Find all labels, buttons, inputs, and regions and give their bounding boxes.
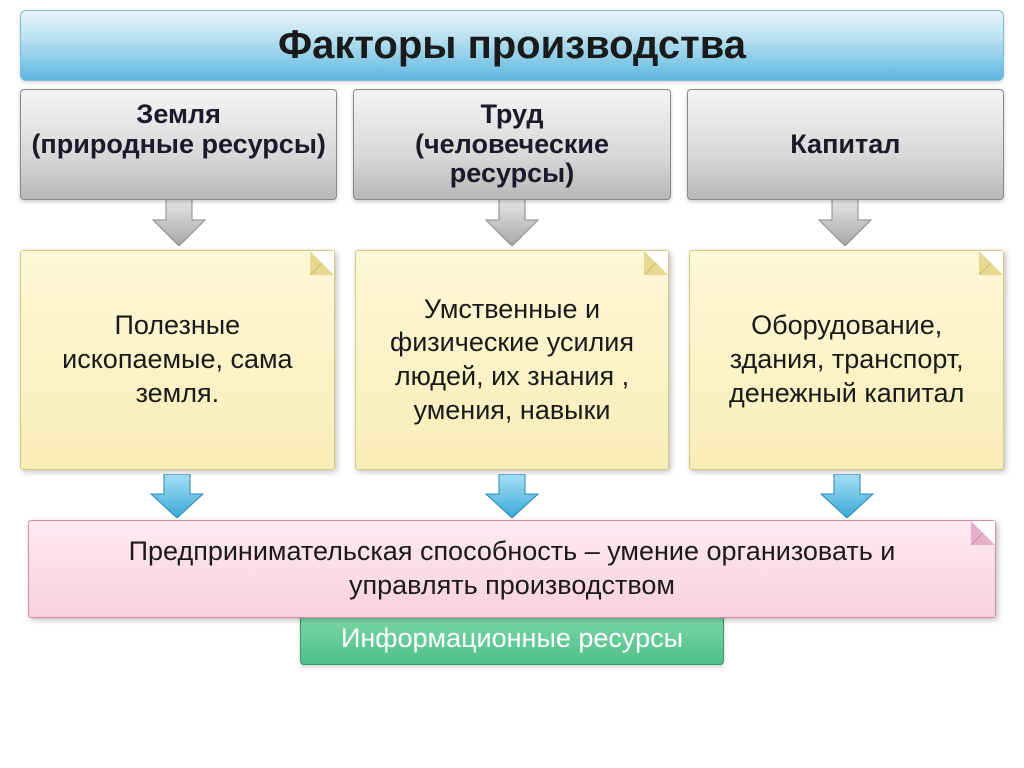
- factor-labor-title: Труд: [362, 100, 661, 130]
- arrow-gray-1: [20, 198, 337, 246]
- blue-arrows-row: [20, 474, 1004, 518]
- arrow-blue-3: [689, 474, 1004, 518]
- notes-row: Полезные ископаемые, сама земля. Умствен…: [20, 250, 1004, 470]
- factor-capital-title: Капитал: [790, 130, 900, 160]
- factor-labor: Труд (человеческие ресурсы): [353, 89, 670, 200]
- info-row: Информационные ресурсы: [20, 612, 1004, 665]
- down-arrow-icon: [815, 198, 875, 246]
- entrepreneur-row: Предпринимательская способность – умение…: [28, 520, 996, 618]
- down-arrow-icon: [482, 474, 542, 518]
- info-box: Информационные ресурсы: [300, 612, 724, 665]
- factor-land-sub: (природные ресурсы): [29, 130, 328, 160]
- down-arrow-icon: [817, 474, 877, 518]
- note-capital: Оборудование, здания, транспорт, денежны…: [689, 250, 1004, 470]
- down-arrow-icon: [482, 198, 542, 246]
- arrow-gray-2: [353, 198, 670, 246]
- factor-land: Земля (природные ресурсы): [20, 89, 337, 200]
- note-land: Полезные ископаемые, сама земля.: [20, 250, 335, 470]
- note-land-text: Полезные ископаемые, сама земля.: [33, 309, 322, 410]
- down-arrow-icon: [149, 198, 209, 246]
- title-bar: Факторы производства: [20, 10, 1004, 81]
- arrow-blue-1: [20, 474, 335, 518]
- note-capital-text: Оборудование, здания, транспорт, денежны…: [702, 309, 991, 410]
- entrepreneur-box: Предпринимательская способность – умение…: [28, 520, 996, 618]
- down-arrow-icon: [147, 474, 207, 518]
- factor-labor-sub: (человеческие ресурсы): [362, 130, 661, 189]
- arrow-gray-3: [687, 198, 1004, 246]
- factors-row: Земля (природные ресурсы) Труд (человече…: [20, 89, 1004, 200]
- arrow-blue-2: [355, 474, 670, 518]
- info-text: Информационные ресурсы: [341, 623, 683, 654]
- note-labor: Умственные и физические усилия людей, их…: [355, 250, 670, 470]
- factor-land-title: Земля: [29, 100, 328, 130]
- gray-arrows-row: [20, 198, 1004, 246]
- factor-capital: Капитал: [687, 89, 1004, 200]
- note-labor-text: Умственные и физические усилия людей, их…: [368, 293, 657, 428]
- diagram-title: Факторы производства: [41, 23, 983, 68]
- entrepreneur-text: Предпринимательская способность – умение…: [89, 535, 935, 603]
